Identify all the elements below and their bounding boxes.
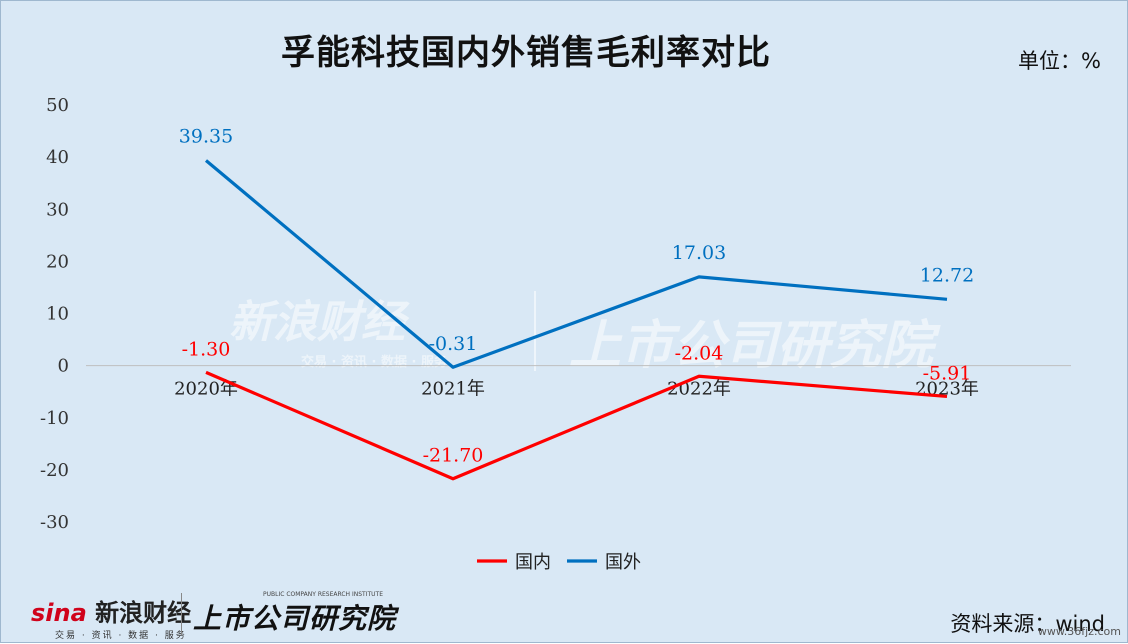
footer-divider	[181, 593, 182, 635]
sina-watermark-text: 新浪财经	[229, 297, 405, 348]
sina-logo-mark: sina	[31, 599, 87, 627]
legend: 国内 国外	[477, 552, 641, 573]
data-label: -5.91	[923, 362, 972, 384]
legend-label: 国外	[605, 552, 641, 573]
y-tick-label: -30	[40, 512, 69, 533]
sina-logo-tagline: 交易 · 资讯 · 数据 · 服务	[55, 631, 187, 641]
y-tick-label: 30	[46, 199, 69, 220]
unit-label: 单位：%	[1018, 49, 1101, 73]
y-tick-label: 0	[58, 356, 69, 377]
x-tick-label: 2022年	[667, 379, 731, 400]
series-line-domestic	[205, 370, 948, 481]
data-label: 17.03	[672, 242, 726, 264]
source-label: 资料来源：wind	[950, 612, 1105, 636]
corner-watermark: www.36fjz.com	[1037, 625, 1121, 638]
data-label: -2.04	[675, 342, 724, 364]
y-tick-label: -10	[40, 408, 69, 429]
y-tick-label: 40	[46, 147, 69, 168]
data-label: -21.70	[423, 445, 484, 467]
institute-logo: PUBLIC COMPANY RESEARCH INSTITUTE 上市公司研究…	[193, 591, 397, 637]
sina-watermark-tagline: 交易 · 资讯 · 数据 · 服务	[301, 355, 447, 370]
chart-title: 孚能科技国内外销售毛利率对比	[281, 33, 771, 73]
y-tick-label: 50	[46, 95, 69, 116]
y-tick-label: 10	[46, 304, 69, 325]
watermark-divider	[534, 291, 536, 371]
institute-logo-text: 上市公司研究院	[193, 602, 397, 635]
series-group	[204, 159, 948, 481]
data-label: 12.72	[920, 264, 974, 286]
sina-logo-text: 新浪财经	[95, 599, 192, 627]
x-tick-label: 2020年	[174, 379, 238, 400]
series-line-foreign	[204, 159, 948, 369]
x-tick-label: 2021年	[421, 379, 485, 400]
data-label: -1.30	[182, 338, 231, 360]
sina-finance-logo: sina 新浪财经 交易 · 资讯 · 数据 · 服务	[31, 593, 191, 641]
y-axis: 50 40 30 20 10 0 -10 -20 -30	[40, 95, 69, 533]
institute-logo-tagline: PUBLIC COMPANY RESEARCH INSTITUTE	[263, 591, 383, 598]
y-tick-label: 20	[46, 251, 69, 272]
data-label: 39.35	[179, 126, 233, 148]
y-tick-label: -20	[40, 460, 69, 481]
sina-watermark: 新浪财经	[229, 286, 405, 350]
data-labels: -1.30 -21.70 -2.04 -5.91 39.35 -0.31 17.03 12.7…	[179, 126, 974, 467]
legend-label: 国内	[515, 552, 551, 573]
data-label: -0.31	[429, 333, 478, 355]
